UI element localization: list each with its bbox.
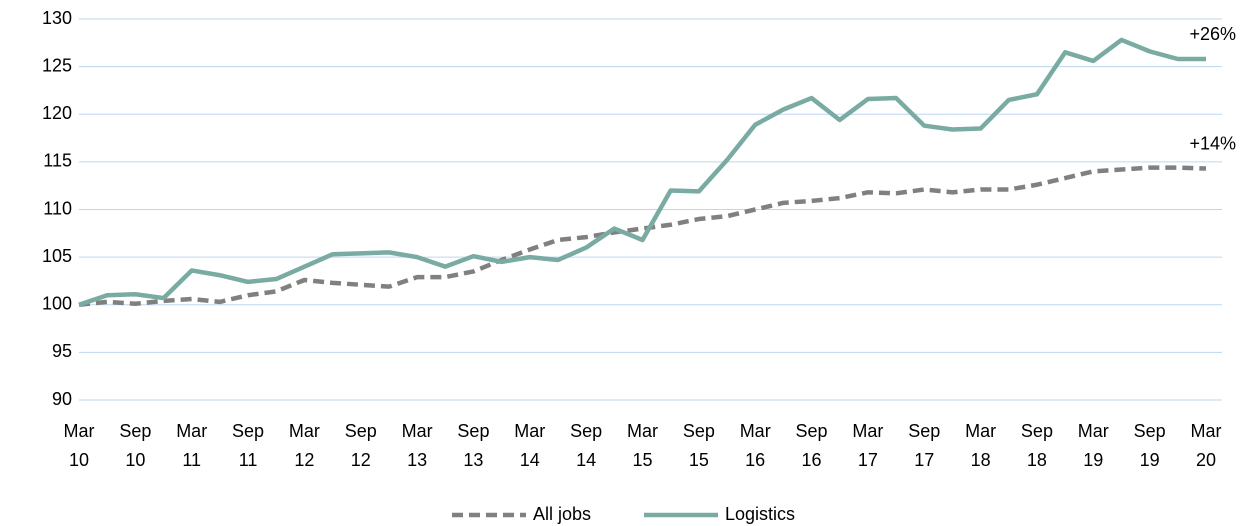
y-tick-label: 120 <box>42 103 72 123</box>
x-tick-label: Mar 16 <box>739 421 771 470</box>
x-tick-label: Mar 13 <box>401 421 433 470</box>
x-tick-label: Mar 11 <box>176 421 208 470</box>
x-tick-label: Sep 10 <box>119 421 152 470</box>
line-series <box>78 165 1207 307</box>
x-tick-label: Mar 17 <box>852 421 884 470</box>
x-tick-label: Mar 12 <box>288 421 320 470</box>
x-tick-label: Sep 18 <box>1020 421 1053 470</box>
annotation: +26% <box>1189 24 1236 44</box>
y-tick-label: 90 <box>52 389 72 409</box>
legend-label: All jobs <box>533 504 591 524</box>
x-tick-label: Sep 19 <box>1133 421 1166 470</box>
y-tick-label: 95 <box>52 341 72 361</box>
annotation: +14% <box>1189 133 1236 153</box>
x-tick-label: Mar 20 <box>1190 421 1222 470</box>
y-tick-label: 110 <box>43 198 72 218</box>
x-tick-label: Mar 19 <box>1077 421 1109 470</box>
legend-label: Logistics <box>725 504 795 524</box>
x-tick-label: Sep 12 <box>344 421 377 470</box>
y-tick-label: 105 <box>42 246 72 266</box>
x-tick-label: Sep 17 <box>908 421 941 470</box>
x-tick-label: Sep 15 <box>682 421 715 470</box>
x-tick-label: Mar 15 <box>627 421 658 470</box>
x-tick-label: Mar 18 <box>965 421 997 470</box>
line-series <box>78 37 1206 307</box>
x-tick-label: Mar 10 <box>63 421 95 470</box>
y-tick-label: 115 <box>43 151 72 171</box>
x-tick-label: Sep 13 <box>457 421 490 470</box>
x-tick-label: Sep 14 <box>570 421 603 470</box>
y-tick-label: 130 <box>42 8 72 28</box>
y-tick-label: 125 <box>42 55 72 75</box>
x-tick-label: Mar 14 <box>514 421 546 470</box>
x-tick-label: Sep 16 <box>795 421 828 470</box>
x-tick-label: Sep 11 <box>232 421 265 470</box>
y-tick-label: 100 <box>42 294 72 314</box>
